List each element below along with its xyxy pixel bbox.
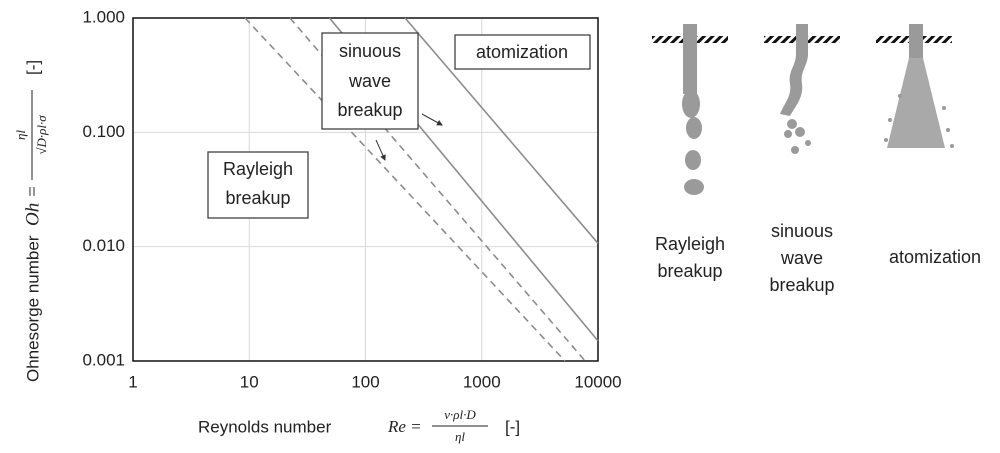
sinuous-jet [780, 24, 811, 154]
annotation: Rayleigh [223, 159, 293, 179]
x-tick-label: 1 [128, 372, 137, 391]
x-tick-label: 10 [240, 372, 259, 391]
x-tick-label: 100 [351, 372, 379, 391]
annotation: breakup [337, 100, 402, 120]
y-label-symbol: Oh = [22, 185, 43, 226]
annotation: breakup [225, 188, 290, 208]
plot-frame [132, 17, 599, 362]
x-label-numerator: v·ρl·D [444, 407, 476, 422]
annotation: sinuous [339, 41, 401, 61]
atomization-jet [884, 24, 954, 148]
y-label: Ohnesorge number [23, 235, 42, 382]
y-tick-label: 1.000 [82, 7, 125, 26]
y-label-denominator: √D·ρl·σ [34, 115, 49, 155]
y-label-unit: [-] [23, 60, 42, 75]
x-tick-label: 1000 [463, 372, 501, 391]
y-axis-label: Ohnesorge number Oh = ηl √D·ρl·σ [-] [13, 60, 49, 382]
y-label-numerator: ηl [13, 130, 28, 140]
arrow [421, 113, 443, 126]
illustration-label: atomization [889, 247, 981, 267]
illustration-label: breakup [769, 275, 834, 295]
annotation: atomization [476, 42, 568, 62]
annotation-box [207, 151, 309, 219]
y-tick-label: 0.001 [82, 350, 125, 369]
x-label: Reynolds number [198, 417, 332, 436]
annotation-box [454, 34, 591, 70]
y-tick-label: 0.100 [82, 122, 125, 141]
x-axis-label: Reynolds number Re = v·ρl·D ηl [-] [198, 407, 520, 444]
illustration-label: breakup [657, 261, 722, 281]
illustration-label: sinuous [771, 221, 833, 241]
x-tick-label: 10000 [574, 372, 621, 391]
rayleigh-jet [682, 24, 704, 195]
x-label-symbol: Re = [387, 417, 422, 436]
series-line [244, 17, 566, 362]
annotation-box [321, 32, 419, 130]
arrow [375, 139, 386, 161]
series-line [404, 17, 599, 244]
y-tick-label: 0.010 [82, 236, 125, 255]
illustration-label: Rayleigh [655, 234, 725, 254]
illustrations: Rayleigh breakup sinuous wave breakup at… [652, 24, 981, 295]
illustration-label: wave [780, 248, 823, 268]
annotation: wave [348, 71, 391, 91]
x-label-denominator: ηl [455, 429, 465, 444]
x-label-unit: [-] [505, 417, 520, 436]
